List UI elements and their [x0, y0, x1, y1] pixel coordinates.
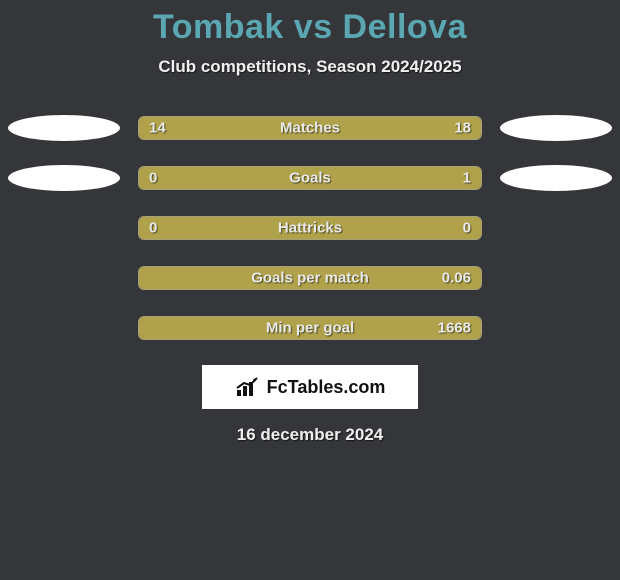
page-title: Tombak vs Dellova — [0, 8, 620, 47]
stat-value-right: 0 — [463, 220, 471, 237]
stat-row: 0 Goals 1 — [0, 165, 620, 191]
team-left-logo-placeholder — [8, 165, 120, 191]
stat-value-left: 14 — [149, 120, 166, 137]
team-right-logo-placeholder — [500, 115, 612, 141]
stat-bar: 0 Goals 1 — [138, 166, 482, 190]
page-subtitle: Club competitions, Season 2024/2025 — [0, 57, 620, 77]
team-right-logo-placeholder — [500, 215, 612, 241]
chart-icon — [235, 376, 261, 398]
stat-bar: Min per goal 1668 — [138, 316, 482, 340]
team-left-logo-placeholder — [8, 265, 120, 291]
stat-bar: 0 Hattricks 0 — [138, 216, 482, 240]
team-left-logo-placeholder — [8, 315, 120, 341]
site-logo[interactable]: FcTables.com — [202, 365, 418, 409]
stat-label: Hattricks — [278, 220, 342, 237]
stat-bar: Goals per match 0.06 — [138, 266, 482, 290]
stats-rows: 14 Matches 18 0 Goals 1 0 Hattricks 0 Goals per m… — [0, 115, 620, 341]
stat-bar: 14 Matches 18 — [138, 116, 482, 140]
team-right-logo-placeholder — [500, 165, 612, 191]
stat-value-right: 0.06 — [442, 270, 471, 287]
stat-label: Matches — [280, 120, 340, 137]
stat-row: Goals per match 0.06 — [0, 265, 620, 291]
stat-value-right: 18 — [454, 120, 471, 137]
stat-row: Min per goal 1668 — [0, 315, 620, 341]
stat-label: Min per goal — [266, 320, 354, 337]
stat-value-right: 1668 — [438, 320, 471, 337]
stat-row: 0 Hattricks 0 — [0, 215, 620, 241]
stat-value-right: 1 — [463, 170, 471, 187]
stat-label: Goals — [289, 170, 331, 187]
team-left-logo-placeholder — [8, 115, 120, 141]
bar-fill-right — [201, 167, 481, 189]
team-right-logo-placeholder — [500, 265, 612, 291]
team-left-logo-placeholder — [8, 215, 120, 241]
team-right-logo-placeholder — [500, 315, 612, 341]
stat-value-left: 0 — [149, 220, 157, 237]
logo-text: FcTables.com — [267, 377, 386, 398]
stat-value-left: 0 — [149, 170, 157, 187]
stat-label: Goals per match — [251, 270, 369, 287]
stat-row: 14 Matches 18 — [0, 115, 620, 141]
comparison-widget: Tombak vs Dellova Club competitions, Sea… — [0, 0, 620, 445]
footer-date: 16 december 2024 — [0, 425, 620, 445]
